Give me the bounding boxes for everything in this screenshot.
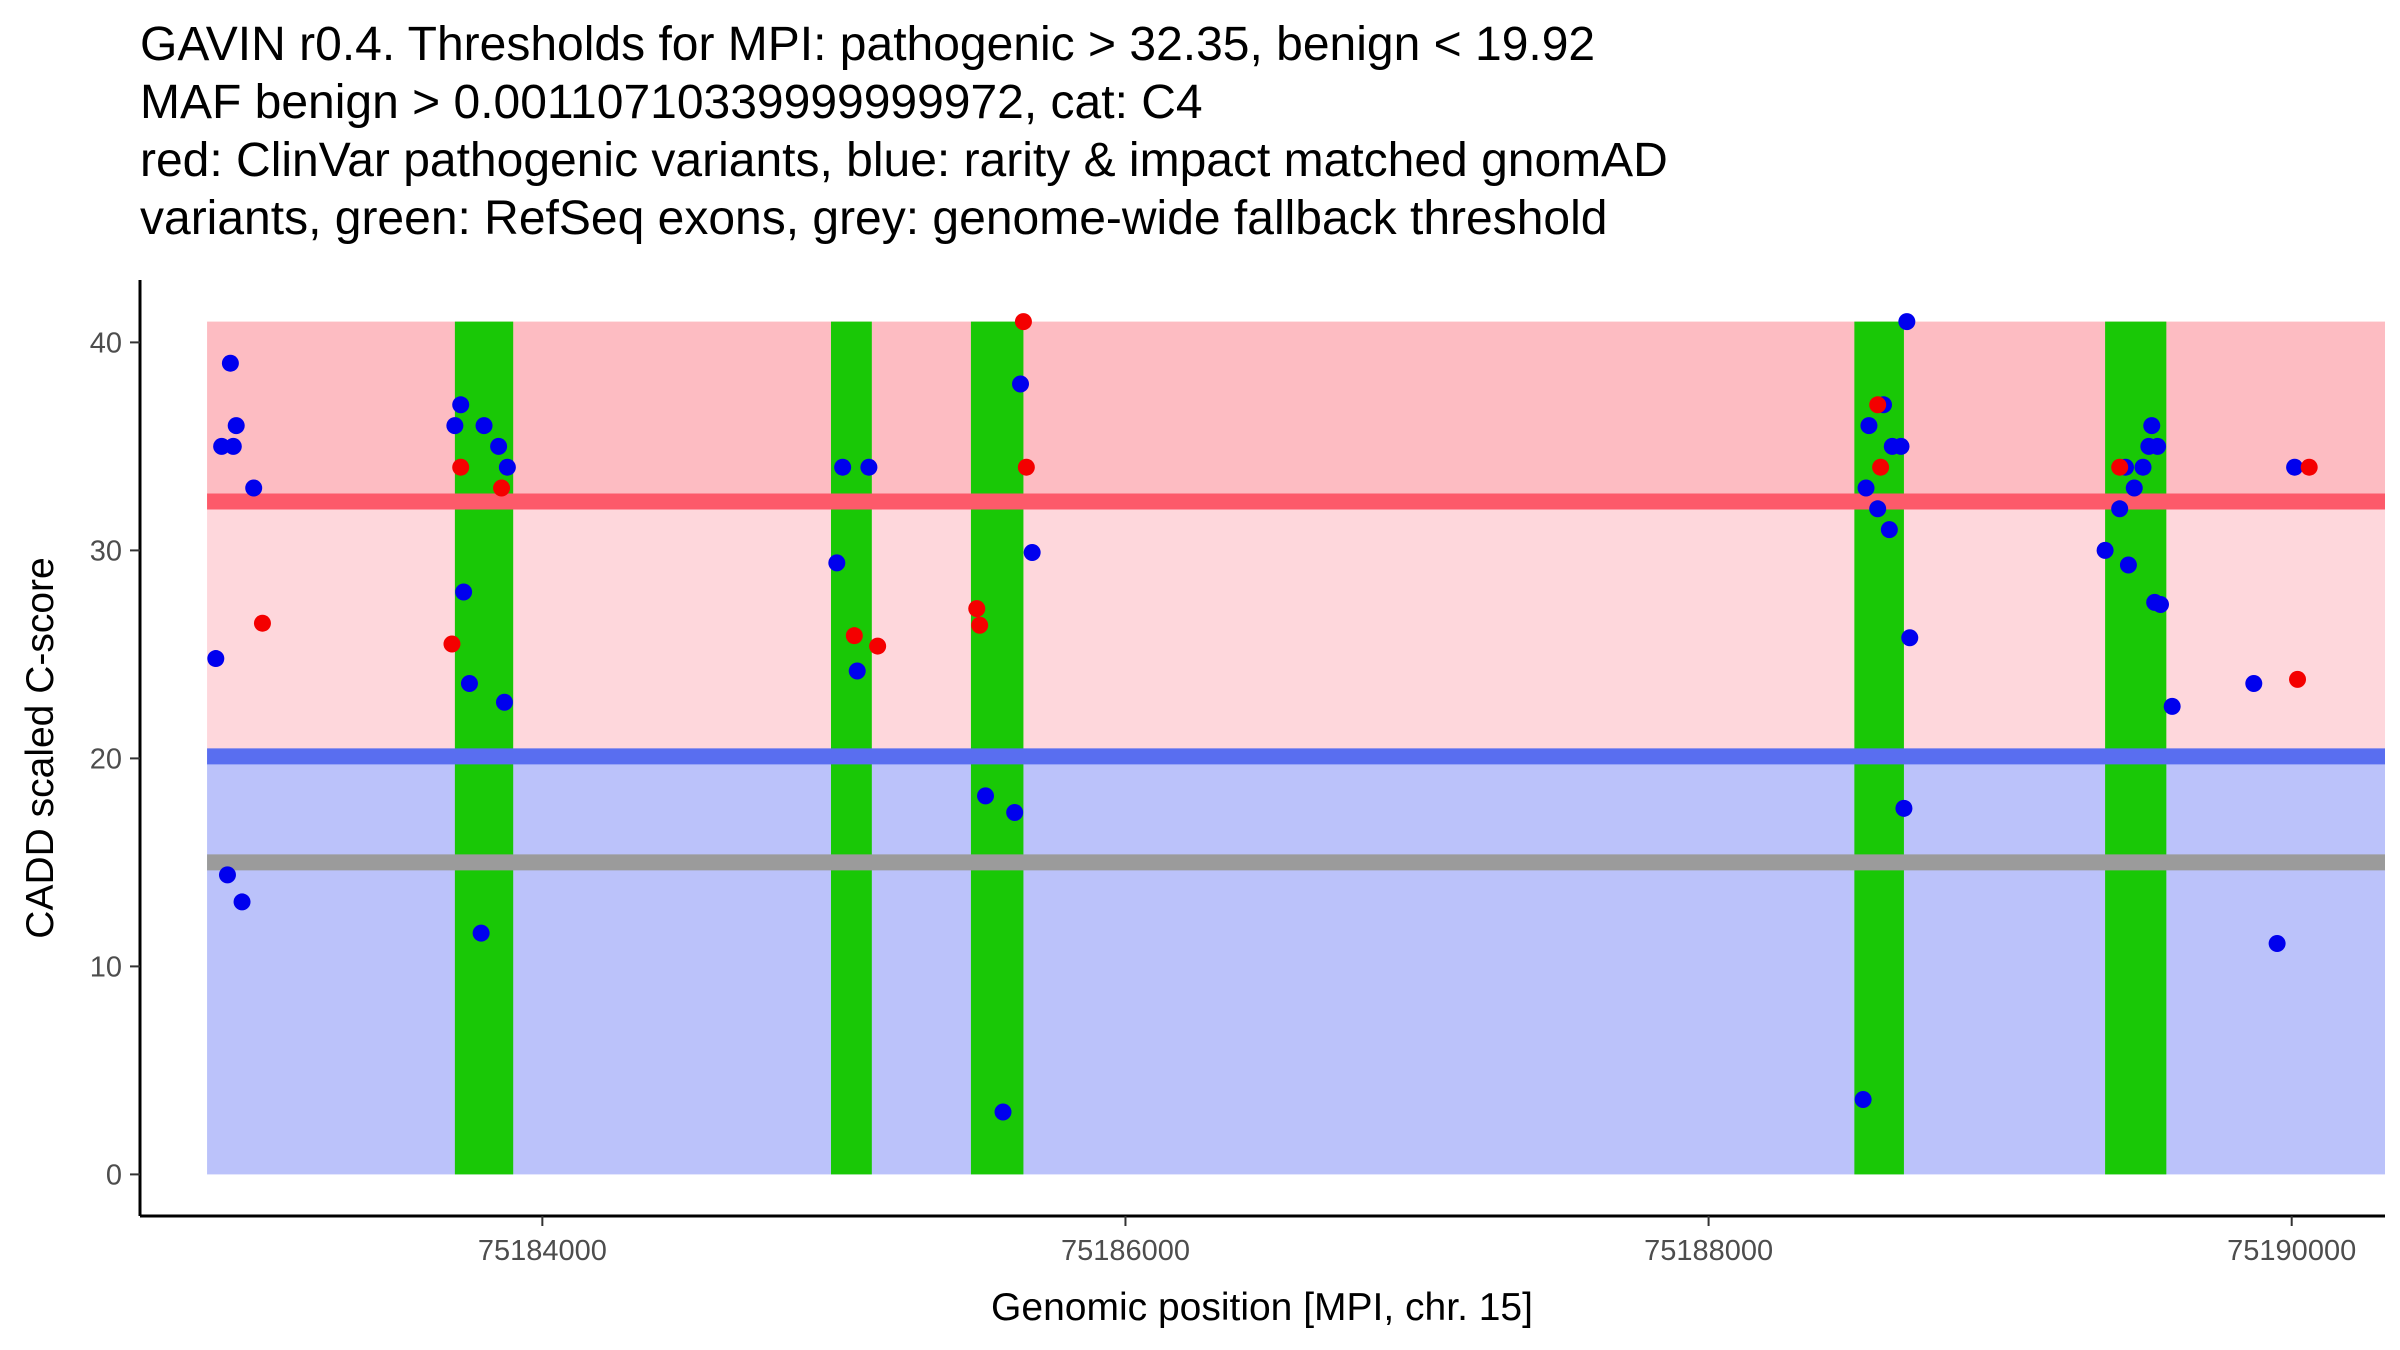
gnomad-point: [848, 662, 866, 680]
chart-title-line: GAVIN r0.4. Thresholds for MPI: pathogen…: [140, 18, 1595, 71]
gnomad-point: [2143, 417, 2161, 435]
exon-band: [830, 321, 872, 1175]
gnomad-point: [495, 693, 513, 711]
clinvar-point: [971, 616, 989, 634]
y-tick-label: 10: [90, 951, 122, 983]
x-tick-label: 75186000: [1061, 1235, 1190, 1267]
gnomad-point: [245, 479, 263, 497]
benign-region: [207, 760, 2386, 1175]
gnomad-point: [1860, 417, 1878, 435]
gnomad-point: [498, 458, 516, 476]
gnomad-point: [2096, 541, 2114, 559]
data-points: [207, 313, 2318, 1121]
gnomad-point: [994, 1103, 1012, 1121]
gnomad-point: [472, 924, 490, 942]
clinvar-point: [869, 637, 887, 655]
y-tick-label: 30: [90, 535, 122, 567]
gnomad-point: [2268, 935, 2286, 953]
chart-title-line: MAF benign > 0.00110710339999999972, cat…: [140, 76, 1203, 129]
gnomad-point: [1857, 479, 1875, 497]
gnomad-point: [828, 554, 846, 572]
gnomad-point: [2163, 697, 2181, 715]
x-axis-title: Genomic position [MPI, chr. 15]: [991, 1286, 1533, 1329]
gnomad-point: [1898, 313, 1916, 331]
clinvar-point: [2300, 458, 2318, 476]
gnomad-point: [1012, 375, 1030, 393]
gnomad-point: [1901, 629, 1919, 647]
clinvar-point: [493, 479, 511, 497]
clinvar-point: [452, 458, 470, 476]
gnomad-point: [455, 583, 473, 601]
clinvar-point: [1869, 396, 1887, 414]
gnomad-point: [2111, 500, 2129, 518]
y-tick-label: 20: [90, 743, 122, 775]
gnomad-point: [1892, 437, 1910, 455]
pathogenic-region: [207, 321, 2386, 502]
clinvar-point: [253, 614, 271, 632]
gnomad-point: [1023, 543, 1041, 561]
gnomad-point: [460, 675, 478, 693]
gnomad-point: [1869, 500, 1887, 518]
clinvar-point: [2289, 670, 2307, 688]
gnomad-point: [2245, 675, 2263, 693]
threshold-lines: [207, 493, 2385, 871]
gnomad-point: [221, 354, 239, 372]
gnomad-point: [2149, 437, 2167, 455]
gnomad-point: [475, 417, 493, 435]
gnomad-point: [207, 650, 225, 668]
gnomad-point: [834, 458, 852, 476]
gnomad-point: [2134, 458, 2152, 476]
threshold-regions: [207, 321, 2386, 1175]
y-tick-label: 0: [106, 1159, 122, 1191]
plot-panel: [207, 313, 2386, 1175]
clinvar-point: [968, 600, 986, 618]
x-tick-label: 75184000: [478, 1235, 607, 1267]
chart-title: GAVIN r0.4. Thresholds for MPI: pathogen…: [140, 18, 1668, 245]
x-tick-label: 75188000: [1644, 1235, 1773, 1267]
gnomad-point: [2152, 595, 2169, 613]
gnomad-point: [213, 437, 231, 455]
clinvar-point: [845, 627, 863, 645]
clinvar-point: [1014, 313, 1032, 331]
gnomad-point: [2125, 479, 2143, 497]
gnomad-point: [446, 417, 464, 435]
clinvar-point: [2111, 458, 2129, 476]
y-axis-title: CADD scaled C-score: [19, 557, 62, 938]
gnomad-point: [1880, 521, 1898, 539]
exon-band: [970, 321, 1024, 1175]
gnomad-point: [2286, 458, 2304, 476]
gnomad-point: [218, 866, 236, 884]
clinvar-point: [1017, 458, 1035, 476]
gnomad-point: [1854, 1091, 1872, 1109]
x-tick-label: 75190000: [2227, 1235, 2356, 1267]
gnomad-point: [1895, 799, 1913, 817]
gnomad-point: [224, 437, 242, 455]
clinvar-point: [1872, 458, 1890, 476]
axes: 0 10 20 30 40 75184000 75186000 75188000 751900…: [90, 280, 2385, 1267]
gnomad-point: [977, 787, 995, 805]
intermediate-region: [207, 501, 2386, 761]
gnomad-point: [227, 417, 245, 435]
chart-title-line: variants, green: RefSeq exons, grey: gen…: [140, 192, 1607, 245]
y-tick-label: 40: [90, 327, 122, 359]
gnomad-point: [860, 458, 878, 476]
gnomad-point: [490, 437, 508, 455]
y-axis-ticks: 0 10 20 30 40: [90, 327, 140, 1191]
gnomad-point: [1006, 803, 1024, 821]
gnomad-point: [233, 893, 251, 911]
x-axis-ticks: 75184000 75186000 75188000 75190000: [478, 1216, 2356, 1267]
gnomad-point: [2119, 556, 2137, 574]
clinvar-point: [443, 635, 461, 653]
chart-title-line: red: ClinVar pathogenic variants, blue: …: [140, 134, 1668, 187]
gnomad-point: [452, 396, 470, 414]
